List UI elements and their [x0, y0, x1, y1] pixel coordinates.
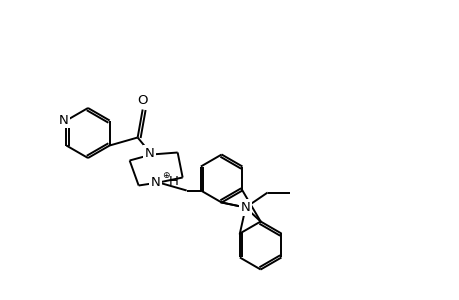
Text: O: O: [137, 94, 148, 106]
Text: N: N: [145, 147, 154, 160]
Text: ⊕: ⊕: [162, 171, 169, 180]
Text: N: N: [58, 114, 68, 127]
Text: N: N: [240, 201, 250, 214]
Text: H: H: [168, 175, 178, 188]
Text: N: N: [151, 176, 160, 189]
